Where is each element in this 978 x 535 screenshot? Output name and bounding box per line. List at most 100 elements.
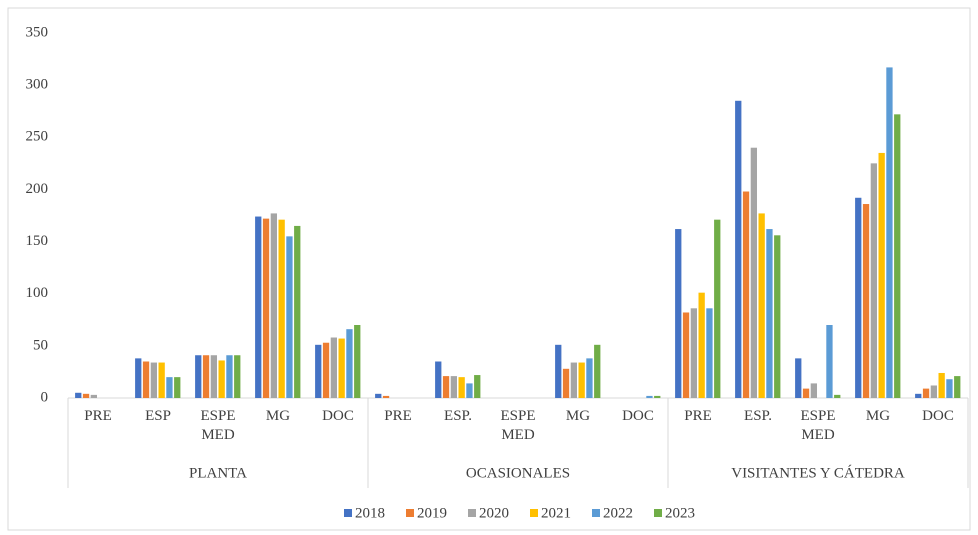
x-tick-label-box: PRE — [684, 408, 712, 424]
bar — [654, 395, 661, 398]
x-tick-label: ESPE MED — [800, 408, 836, 443]
y-tick-label: 50 — [33, 337, 48, 353]
bar — [158, 362, 165, 398]
group-label: OCASIONALES — [466, 465, 570, 481]
bar — [834, 394, 841, 398]
bar — [466, 383, 473, 398]
bar — [946, 379, 953, 398]
x-tick-label-box: DOC — [622, 408, 654, 424]
bar — [202, 355, 210, 398]
group-label: PLANTA — [189, 465, 247, 481]
y-tick-label: 300 — [26, 77, 49, 93]
bar — [450, 376, 457, 398]
x-tick-label: ESP — [145, 408, 171, 424]
x-tick-label-box: PRE — [84, 408, 112, 424]
y-tick-label: 150 — [26, 233, 49, 249]
x-tick-label-box: DOC — [322, 408, 354, 424]
bar — [930, 385, 937, 398]
x-tick-label-box: MG — [265, 408, 291, 424]
bar — [855, 197, 862, 398]
bar — [458, 377, 465, 398]
bar — [690, 308, 697, 398]
bar — [594, 344, 601, 398]
bar — [174, 377, 181, 398]
bar — [150, 362, 157, 398]
bar — [870, 163, 877, 398]
bar — [562, 368, 570, 398]
bar — [90, 394, 97, 398]
legend-label: 2018 — [355, 505, 385, 521]
y-tick-label: 350 — [26, 24, 49, 40]
bar — [802, 388, 810, 398]
legend-swatch — [468, 509, 476, 517]
bar — [210, 355, 217, 398]
bar — [675, 229, 682, 398]
bar — [766, 229, 773, 398]
bar — [294, 225, 301, 398]
x-tick-label-box: ESPE MED — [500, 408, 536, 443]
bar — [646, 395, 653, 398]
x-tick-label: MG — [565, 408, 591, 424]
bar — [255, 216, 262, 398]
bar — [82, 393, 90, 398]
bar — [810, 383, 817, 398]
x-tick-label: DOC — [322, 408, 354, 424]
bar — [226, 355, 233, 398]
y-tick-label: 200 — [26, 181, 49, 197]
bar — [286, 236, 293, 398]
legend-label: 2023 — [665, 505, 695, 521]
group-label: VISITANTES Y CÁTEDRA — [731, 464, 905, 481]
legend-swatch — [344, 509, 352, 517]
bar — [774, 235, 781, 398]
bar — [322, 342, 330, 398]
bar — [862, 204, 870, 398]
bar — [234, 355, 241, 398]
bar — [682, 312, 690, 398]
x-tick-label-box: MG — [865, 408, 891, 424]
bar — [922, 388, 930, 398]
bar — [886, 67, 893, 399]
x-tick-label-box: ESP — [145, 408, 171, 424]
bar — [758, 213, 765, 398]
bar — [474, 375, 481, 398]
x-tick-label: MG — [265, 408, 291, 424]
x-tick-label: ESPE MED — [500, 408, 536, 443]
y-tick-label: 0 — [41, 389, 49, 405]
bar — [826, 325, 833, 398]
bar — [135, 358, 142, 398]
x-tick-label-box: ESP. — [744, 408, 772, 424]
bar — [714, 219, 721, 398]
x-tick-label: PRE — [84, 408, 112, 424]
bar — [142, 361, 150, 398]
bar — [578, 362, 585, 398]
legend-label: 2019 — [417, 505, 447, 521]
bar — [346, 329, 353, 398]
legend-swatch — [406, 509, 414, 517]
legend-swatch — [654, 509, 662, 517]
bar — [315, 344, 322, 398]
legend-label: 2021 — [541, 505, 571, 521]
x-tick-label: PRE — [684, 408, 712, 424]
bar — [278, 219, 285, 398]
legend-label: 2020 — [479, 505, 509, 521]
bar — [915, 393, 922, 398]
x-tick-label: PRE — [384, 408, 412, 424]
x-tick-label: ESP. — [444, 408, 472, 424]
bar — [262, 218, 270, 398]
bar — [435, 361, 442, 398]
x-tick-label-box: ESPE MED — [200, 408, 235, 443]
legend-swatch — [530, 509, 538, 517]
x-tick-label: DOC — [922, 408, 954, 424]
bar — [270, 213, 277, 398]
bar — [735, 100, 742, 399]
bar — [586, 358, 593, 398]
y-tick-label: 100 — [26, 285, 49, 301]
bar — [354, 325, 361, 398]
x-tick-label-box: ESPE MED — [800, 408, 836, 443]
x-tick-label: MG — [865, 408, 891, 424]
bar — [338, 338, 345, 398]
bar — [375, 393, 382, 398]
x-tick-label-box: MG — [565, 408, 591, 424]
bar — [382, 395, 390, 398]
